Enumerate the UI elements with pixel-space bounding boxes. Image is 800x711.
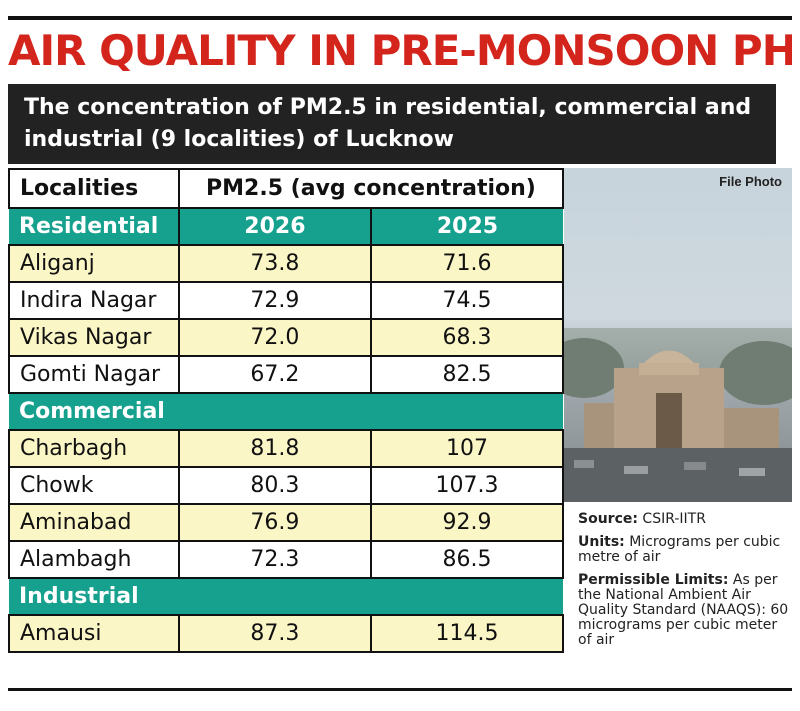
- value-2025: 86.5: [369, 540, 565, 579]
- locality-name: Charbagh: [8, 429, 180, 468]
- table-row: Aliganj 73.8 71.6: [8, 244, 565, 283]
- table-row: Alambagh 72.3 86.5: [8, 540, 565, 579]
- table-row: Amausi 87.3 114.5: [8, 614, 565, 653]
- locality-name: Aminabad: [8, 503, 180, 542]
- top-rule: [8, 16, 792, 20]
- value-2026: 72.0: [177, 318, 372, 357]
- year-header-2025: 2025: [369, 207, 563, 246]
- value-2025: 107.3: [369, 466, 565, 505]
- gate-monument-illustration: [564, 328, 792, 502]
- limits-note: Permissible Limits: As per the National …: [578, 572, 789, 648]
- header-localities: Localities: [8, 168, 180, 209]
- section-label: Residential: [9, 207, 179, 246]
- data-table-wrap: Localities PM2.5 (avg concentration) Res…: [8, 168, 565, 688]
- photo-credit: File Photo: [719, 174, 782, 189]
- header-pm25: PM2.5 (avg concentration): [177, 168, 565, 209]
- value-2026: 80.3: [177, 466, 372, 505]
- locality-name: Aliganj: [8, 244, 180, 283]
- value-2025: 68.3: [369, 318, 565, 357]
- locality-name: Amausi: [8, 614, 180, 653]
- value-2025: 114.5: [369, 614, 565, 653]
- value-2025: 92.9: [369, 503, 565, 542]
- table-row: Vikas Nagar 72.0 68.3: [8, 318, 565, 357]
- value-2026: 87.3: [177, 614, 372, 653]
- source-note: Source: CSIR-IITR: [578, 511, 706, 527]
- units-note: Units: Micrograms per cubic metre of air: [578, 534, 781, 565]
- value-2026: 81.8: [177, 429, 372, 468]
- section-label: Commercial: [9, 392, 563, 431]
- table-row: Indira Nagar 72.9 74.5: [8, 281, 565, 320]
- table-row: Gomti Nagar 67.2 82.5: [8, 355, 565, 394]
- table-row: Aminabad 76.9 92.9: [8, 503, 565, 542]
- value-2026: 73.8: [177, 244, 372, 283]
- locality-name: Indira Nagar: [8, 281, 180, 320]
- section-row-residential: Residential 2026 2025: [9, 207, 563, 246]
- locality-name: Chowk: [8, 466, 180, 505]
- section-row-commercial: Commercial: [9, 392, 563, 431]
- subtitle-banner: The concentration of PM2.5 in residentia…: [8, 84, 776, 164]
- value-2025: 107: [369, 429, 565, 468]
- file-photo: File Photo: [564, 168, 792, 502]
- value-2026: 76.9: [177, 503, 372, 542]
- table-row: Charbagh 81.8 107: [8, 429, 565, 468]
- value-2025: 82.5: [369, 355, 565, 394]
- section-label: Industrial: [9, 577, 563, 616]
- locality-name: Gomti Nagar: [8, 355, 180, 394]
- notes-panel: Source: CSIR-IITR Units: Micrograms per …: [578, 512, 790, 656]
- year-header-2026: 2026: [177, 207, 371, 246]
- section-row-industrial: Industrial: [9, 577, 563, 616]
- value-2026: 67.2: [177, 355, 372, 394]
- header-row: Localities PM2.5 (avg concentration): [8, 168, 565, 209]
- bottom-rule: [8, 688, 792, 691]
- locality-name: Vikas Nagar: [8, 318, 180, 357]
- page-title: AIR QUALITY IN PRE-MONSOON PHASE: [8, 26, 792, 75]
- value-2026: 72.9: [177, 281, 372, 320]
- locality-name: Alambagh: [8, 540, 180, 579]
- pm25-table: Localities PM2.5 (avg concentration) Res…: [8, 168, 565, 653]
- table-row: Chowk 80.3 107.3: [8, 466, 565, 505]
- value-2026: 72.3: [177, 540, 372, 579]
- value-2025: 71.6: [369, 244, 565, 283]
- value-2025: 74.5: [369, 281, 565, 320]
